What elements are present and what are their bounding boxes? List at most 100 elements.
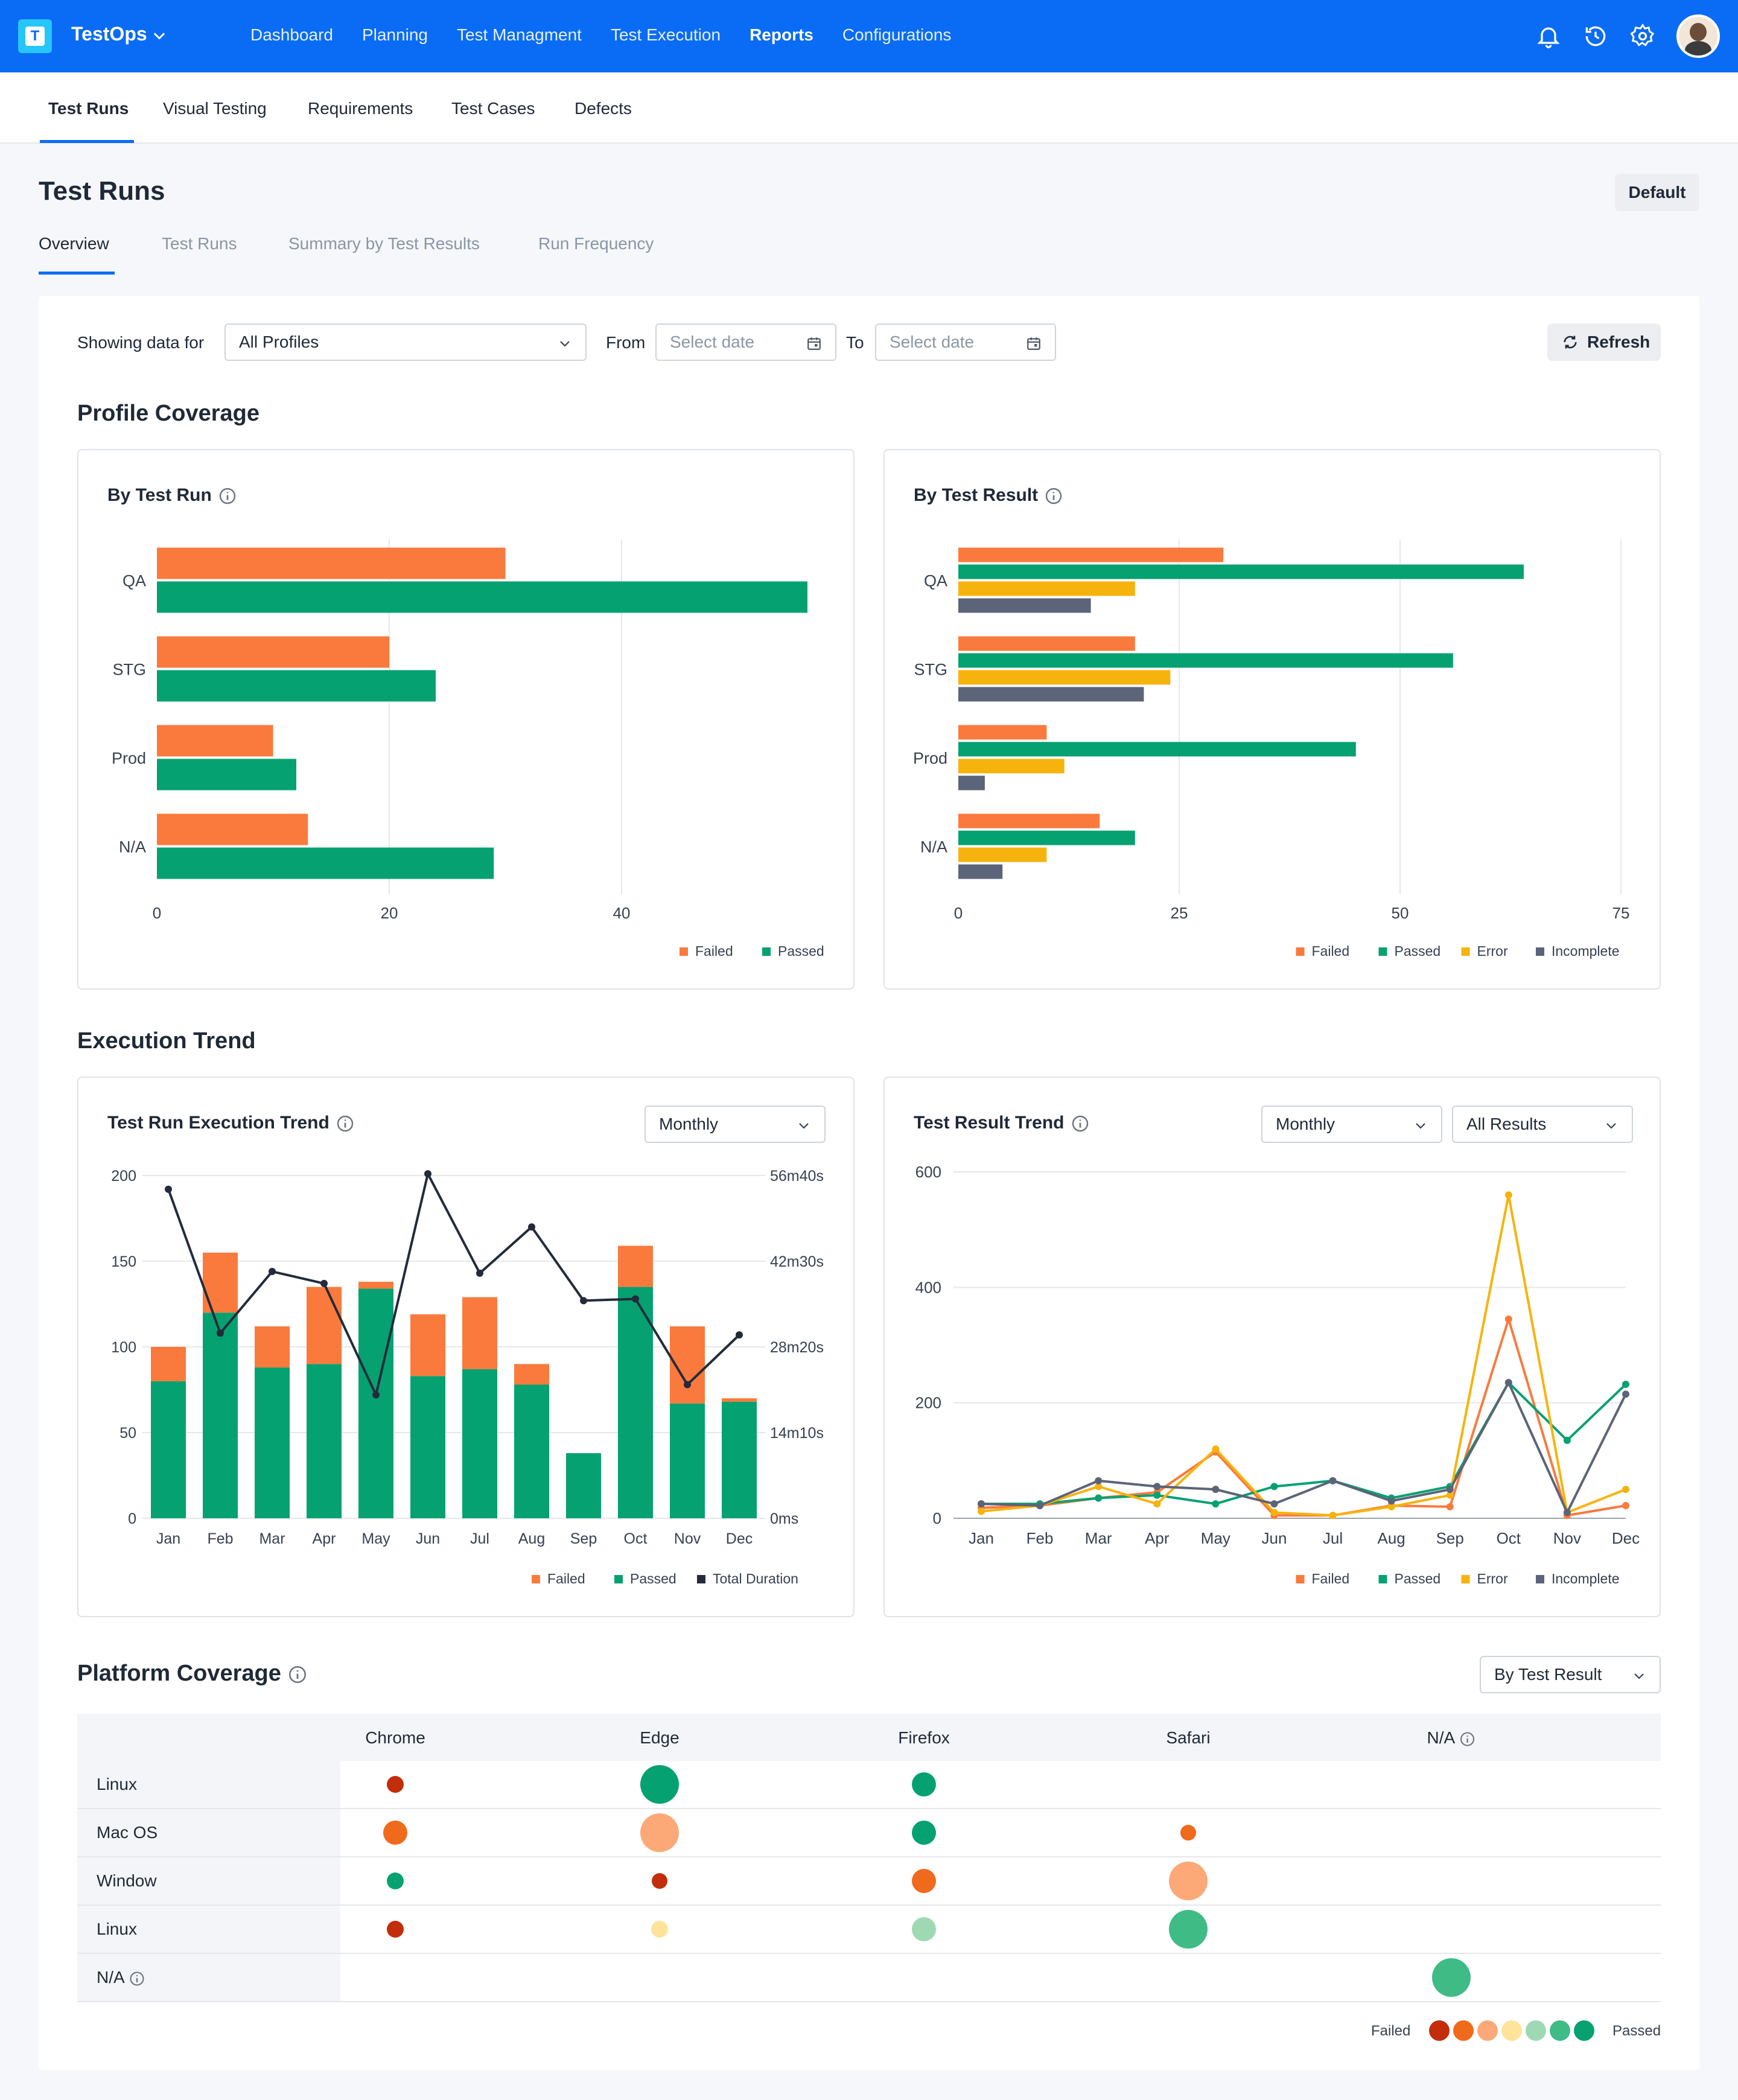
info-icon[interactable] xyxy=(218,486,237,506)
point-passed xyxy=(1270,1483,1278,1491)
coverage-bubble[interactable] xyxy=(1169,1862,1208,1900)
legend-scale-dot xyxy=(1526,2020,1546,2041)
bar-failed xyxy=(358,1282,393,1289)
nav-reports[interactable]: Reports xyxy=(750,25,813,44)
subnav-test-runs[interactable]: Test Runs xyxy=(48,99,129,118)
coverage-bubble[interactable] xyxy=(912,1821,936,1845)
coverage-bubble[interactable] xyxy=(1169,1910,1208,1949)
chevron-down-icon[interactable] xyxy=(151,28,168,45)
history-icon[interactable] xyxy=(1582,23,1609,49)
subnav-test-cases[interactable]: Test Cases xyxy=(451,99,535,118)
user-avatar[interactable] xyxy=(1676,14,1720,58)
calendar-icon[interactable] xyxy=(1026,336,1042,351)
x-tick-label: Oct xyxy=(624,1530,648,1547)
x-tick-label: May xyxy=(361,1530,390,1547)
nav-dashboard[interactable]: Dashboard xyxy=(250,25,333,44)
legend-label: Passed xyxy=(630,1571,676,1586)
default-button[interactable]: Default xyxy=(1615,174,1699,211)
run-trend-interval-select[interactable]: Monthly xyxy=(645,1106,826,1143)
nav-test-management[interactable]: Test Managment xyxy=(456,25,582,44)
bar-error xyxy=(958,670,1171,685)
chevron-down-icon xyxy=(560,341,570,347)
duration-point xyxy=(269,1268,276,1276)
from-label: From xyxy=(606,333,646,352)
column-header-edge[interactable]: Edge xyxy=(640,1728,680,1747)
y2-tick-label: 42m30s xyxy=(770,1253,824,1270)
nav-configurations[interactable]: Configurations xyxy=(842,25,952,44)
x-tick-label: 0 xyxy=(954,904,963,922)
refresh-button[interactable]: Refresh xyxy=(1547,323,1661,361)
info-icon[interactable] xyxy=(1044,486,1063,506)
coverage-bubble[interactable] xyxy=(1180,1825,1196,1841)
coverage-bubble[interactable] xyxy=(651,1921,668,1938)
info-icon[interactable] xyxy=(1071,1114,1090,1133)
subnav-defects[interactable]: Defects xyxy=(575,99,632,118)
coverage-bubble[interactable] xyxy=(387,1921,404,1938)
coverage-bubble[interactable] xyxy=(912,1772,936,1796)
x-tick-label: Mar xyxy=(1085,1529,1112,1547)
profile-select[interactable]: All Profiles xyxy=(224,323,587,361)
from-date-input[interactable]: Select date xyxy=(655,323,836,361)
column-header-safari[interactable]: Safari xyxy=(1166,1728,1211,1747)
chevron-down-icon xyxy=(1416,1123,1425,1129)
info-icon[interactable] xyxy=(129,1970,145,1987)
by-test-run-title: By Test Run xyxy=(107,485,237,506)
to-date-input[interactable]: Select date xyxy=(875,323,1056,361)
point-error xyxy=(1153,1500,1161,1508)
column-header-na[interactable]: N/A xyxy=(1427,1728,1476,1748)
point-incomplete xyxy=(1504,1379,1512,1387)
column-header-chrome[interactable]: Chrome xyxy=(365,1728,425,1747)
tab-run-frequency[interactable]: Run Frequency xyxy=(538,234,654,253)
bell-icon[interactable] xyxy=(1535,23,1562,49)
legend-swatch xyxy=(1536,1575,1544,1583)
app-title[interactable]: TestOps xyxy=(71,23,147,45)
duration-point xyxy=(684,1381,691,1389)
info-icon[interactable] xyxy=(1459,1731,1475,1748)
bar-passed xyxy=(203,1312,238,1518)
x-tick-label: Feb xyxy=(1027,1529,1054,1547)
bar-passed xyxy=(307,1364,342,1518)
result-trend-interval-select[interactable]: Monthly xyxy=(1261,1106,1442,1143)
legend-swatch xyxy=(1536,947,1544,956)
nav-test-execution[interactable]: Test Execution xyxy=(610,25,721,44)
coverage-bubble[interactable] xyxy=(387,1776,404,1793)
info-icon[interactable] xyxy=(287,1664,308,1685)
info-icon[interactable] xyxy=(336,1114,355,1133)
subnav-visual-testing[interactable]: Visual Testing xyxy=(163,99,267,118)
bar-failed xyxy=(958,636,1135,651)
x-tick-label: 20 xyxy=(381,904,398,922)
coverage-bubble[interactable] xyxy=(640,1813,679,1852)
tab-summary-by-test-results[interactable]: Summary by Test Results xyxy=(288,234,480,253)
x-tick-label: Apr xyxy=(1145,1529,1170,1547)
page-title: Test Runs xyxy=(39,176,165,206)
bar-passed xyxy=(255,1367,290,1518)
column-header-firefox[interactable]: Firefox xyxy=(898,1728,950,1747)
coverage-bubble[interactable] xyxy=(1432,1958,1471,1997)
tab-overview[interactable]: Overview xyxy=(39,234,109,253)
table-row: Linux xyxy=(77,1761,1661,1809)
duration-point xyxy=(476,1269,483,1277)
calendar-icon[interactable] xyxy=(806,336,822,351)
bar-passed xyxy=(514,1384,549,1518)
platform-sort-select[interactable]: By Test Result xyxy=(1480,1656,1661,1693)
app-logo[interactable]: T xyxy=(18,19,52,53)
coverage-bubble[interactable] xyxy=(652,1873,667,1889)
legend-swatch xyxy=(1296,947,1305,956)
subnav-requirements[interactable]: Requirements xyxy=(308,99,413,118)
tab-test-runs[interactable]: Test Runs xyxy=(162,234,237,253)
bar-failed xyxy=(462,1297,497,1369)
gear-icon[interactable] xyxy=(1629,23,1656,49)
y-tick-label: 200 xyxy=(111,1168,136,1185)
x-tick-label: Dec xyxy=(1612,1529,1640,1547)
legend-label: Total Duration xyxy=(713,1571,798,1586)
coverage-bubble[interactable] xyxy=(387,1872,404,1889)
coverage-bubble[interactable] xyxy=(912,1917,936,1941)
coverage-bubble[interactable] xyxy=(640,1765,679,1804)
bar-passed xyxy=(410,1376,445,1518)
coverage-bubble[interactable] xyxy=(912,1869,936,1893)
nav-planning[interactable]: Planning xyxy=(361,25,428,44)
table-row: Window xyxy=(77,1857,1661,1906)
result-trend-filter-select[interactable]: All Results xyxy=(1452,1106,1633,1143)
legend-label: Passed xyxy=(778,943,824,959)
coverage-bubble[interactable] xyxy=(383,1821,407,1845)
